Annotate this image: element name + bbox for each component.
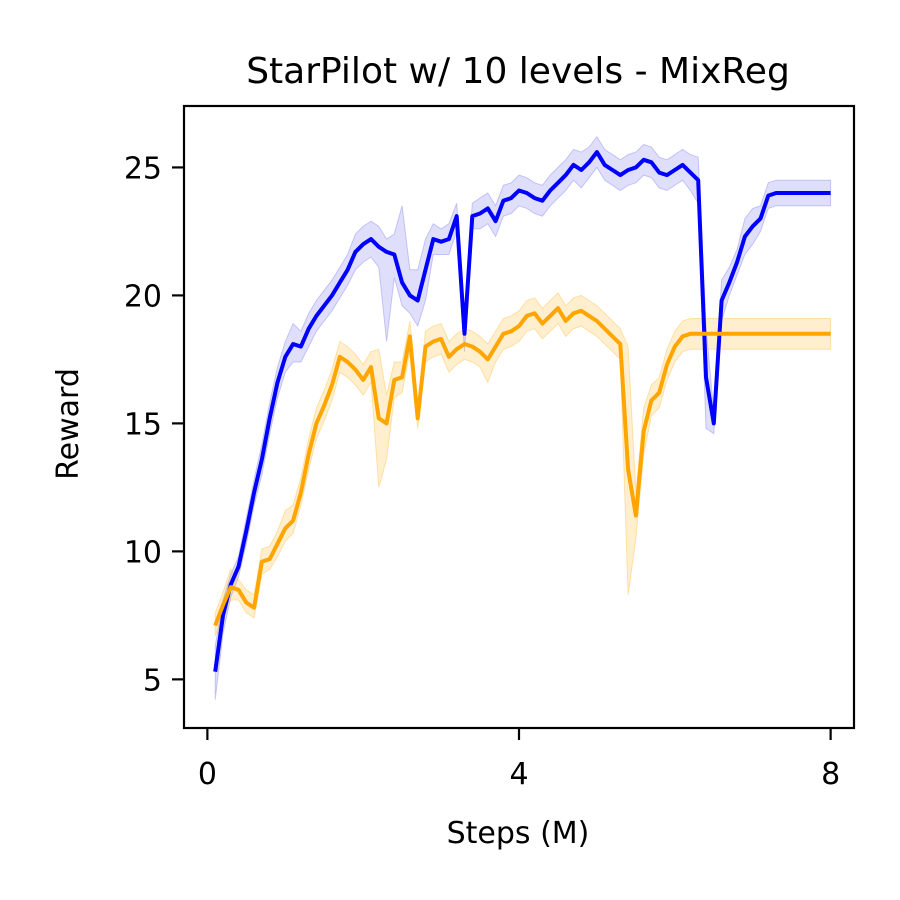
series-lines (213, 150, 831, 672)
x-tick-label: 8 (821, 757, 840, 792)
y-tick-label: 10 (124, 535, 162, 570)
y-tick-label: 25 (124, 151, 162, 186)
y-tick-label: 5 (143, 663, 162, 698)
confidence-bands (214, 135, 832, 700)
series-2-line (213, 306, 831, 627)
plot-area (182, 104, 856, 730)
y-tick-label: 15 (124, 407, 162, 442)
chart-title: StarPilot w/ 10 levels - MixReg (246, 51, 790, 92)
x-tick-label: 0 (198, 757, 217, 792)
series-1-band (214, 135, 832, 700)
y-tick-label: 20 (124, 279, 162, 314)
x-axis-label: Steps (M) (447, 816, 590, 851)
x-tick-label: 4 (509, 757, 528, 792)
y-axis-ticks: 5 10 15 20 25 (124, 151, 184, 698)
series-1-line (213, 150, 831, 672)
x-axis-ticks: 0 4 8 (198, 728, 840, 792)
y-axis-label: Reward (51, 368, 86, 480)
